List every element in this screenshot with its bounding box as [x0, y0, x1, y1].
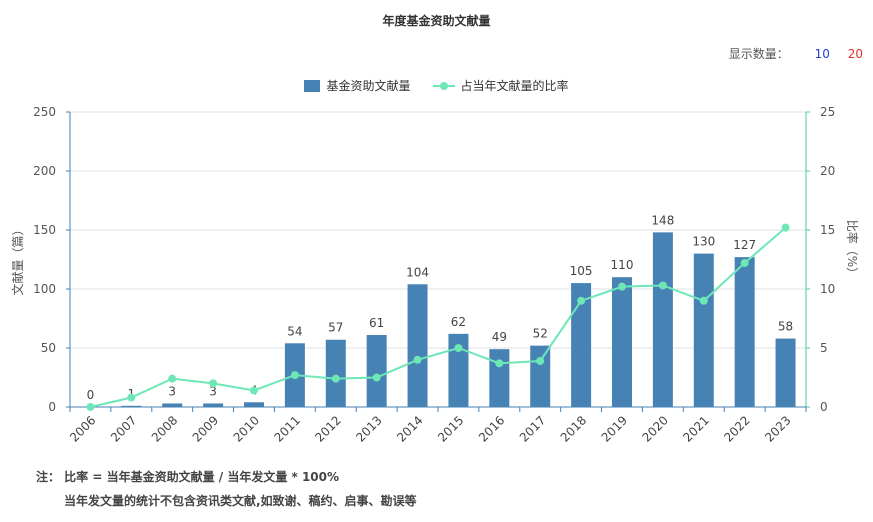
x-tick-label: 2022 — [721, 413, 752, 444]
x-tick-label: 2021 — [680, 413, 711, 444]
bar — [325, 339, 346, 407]
bar-value-label: 127 — [733, 238, 756, 252]
ratio-point — [536, 356, 545, 365]
bar-value-label: 110 — [611, 258, 634, 272]
bar — [366, 335, 387, 407]
bar-value-label: 57 — [328, 321, 343, 335]
x-tick-label: 2019 — [599, 413, 630, 444]
bar — [407, 284, 428, 407]
bar — [571, 283, 592, 407]
ratio-point — [740, 259, 749, 268]
ratio-point — [781, 223, 790, 232]
bar-value-label: 148 — [651, 213, 674, 227]
y2-tick-label: 25 — [820, 105, 835, 119]
bar — [612, 277, 632, 407]
bar-value-label: 49 — [492, 330, 507, 344]
bar-value-label: 0 — [87, 388, 95, 402]
bar — [448, 333, 469, 407]
note-formula: 注： 比率 = 当年基金资助文献量 / 当年发文量 * 100% — [36, 470, 340, 484]
ratio-point — [577, 296, 586, 305]
y-tick-label: 50 — [41, 341, 56, 355]
y-tick-label: 100 — [33, 282, 56, 296]
x-tick-label: 2015 — [435, 413, 466, 444]
bar-value-label: 61 — [369, 316, 384, 330]
note-exclusion: 当年发文量的统计不包含资讯类文献,如致谢、稿约、启事、勘误等 — [64, 494, 417, 508]
ratio-point — [209, 379, 218, 388]
ratio-point — [127, 393, 136, 402]
ratio-point — [699, 296, 708, 305]
ratio-point — [290, 371, 299, 380]
display-count-label: 显示数量： — [728, 47, 789, 61]
x-tick-label: 2008 — [149, 413, 180, 444]
x-tick-label: 2009 — [190, 413, 221, 444]
display-count-option-20[interactable]: 20 — [847, 47, 863, 61]
x-tick-label: 2016 — [476, 413, 507, 444]
legend-bar-label: 基金资助文献量 — [326, 79, 411, 93]
legend-line-label: 占当年文献量的比率 — [460, 79, 569, 93]
bar — [530, 345, 551, 407]
ratio-line — [90, 226, 787, 408]
ratio-point — [372, 373, 381, 382]
y2-tick-label: 20 — [820, 164, 835, 178]
bar-value-label: 54 — [287, 324, 302, 338]
x-tick-label: 2023 — [762, 413, 793, 444]
ratio-point — [658, 281, 667, 290]
ratio-point — [331, 374, 340, 383]
ratio-point — [618, 282, 626, 291]
ratio-point — [168, 374, 177, 383]
display-count-option-10[interactable]: 10 — [814, 47, 830, 61]
bar — [652, 232, 673, 407]
display-count-selector: 显示数量： 10 20 — [729, 45, 863, 62]
x-tick-label: 2013 — [353, 413, 384, 444]
bar-value-label: 130 — [692, 235, 715, 249]
x-tick-label: 2011 — [272, 413, 303, 444]
bar-value-label: 105 — [570, 264, 593, 278]
bar — [489, 349, 510, 407]
x-tick-label: 2014 — [394, 413, 425, 444]
bar — [162, 403, 183, 407]
x-tick-label: 2006 — [67, 413, 98, 444]
x-tick-label: 2018 — [558, 413, 589, 444]
legend-item-bar[interactable]: 基金资助文献量 — [304, 77, 411, 94]
y2-tick-label: 10 — [820, 282, 835, 296]
bar — [244, 402, 264, 407]
combo-chart: 0 50 100 150 200 250 0 5 10 15 20 25 文献量（篇） 比率（%） 2006… — [10, 105, 860, 445]
y-tick-label: 250 — [33, 105, 56, 119]
chart-legend: 基金资助文献量 占当年文献量的比率 — [0, 77, 873, 94]
bar — [734, 257, 755, 407]
bar — [693, 253, 714, 407]
y-axis-title: 文献量（篇） — [10, 223, 25, 295]
x-tick-label: 2010 — [231, 413, 262, 444]
chart-title: 年度基金资助文献量 — [382, 14, 491, 28]
x-tick-label: 2012 — [312, 413, 343, 444]
legend-item-line[interactable]: 占当年文献量的比率 — [432, 77, 569, 94]
y2-tick-label: 15 — [820, 223, 835, 237]
bar — [203, 403, 224, 407]
x-tick-label: 2017 — [517, 413, 548, 444]
legend-line-swatch — [432, 80, 455, 92]
bar-value-label: 52 — [533, 327, 548, 341]
x-tick-label: 2007 — [108, 413, 139, 444]
y2-tick-label: 5 — [820, 341, 828, 355]
y-tick-label: 0 — [48, 400, 56, 414]
bar-value-label: 3 — [209, 384, 217, 398]
ratio-point — [454, 344, 463, 352]
bar-value-label: 3 — [168, 384, 176, 398]
bar — [121, 405, 142, 407]
bar-value-label: 62 — [451, 315, 466, 329]
y-tick-label: 150 — [33, 223, 56, 237]
ratio-point — [250, 386, 258, 395]
y2-axis-title: 比率（%） — [845, 220, 860, 279]
ratio-point — [413, 355, 422, 364]
y-tick-label: 200 — [33, 164, 56, 178]
y2-tick-label: 0 — [820, 400, 828, 414]
legend-bar-swatch — [304, 79, 321, 92]
bar — [775, 338, 796, 407]
ratio-point — [86, 403, 95, 411]
bar-value-label: 104 — [406, 265, 429, 279]
bar-value-label: 58 — [778, 320, 793, 334]
ratio-point — [495, 359, 504, 368]
x-tick-label: 2020 — [640, 413, 671, 444]
